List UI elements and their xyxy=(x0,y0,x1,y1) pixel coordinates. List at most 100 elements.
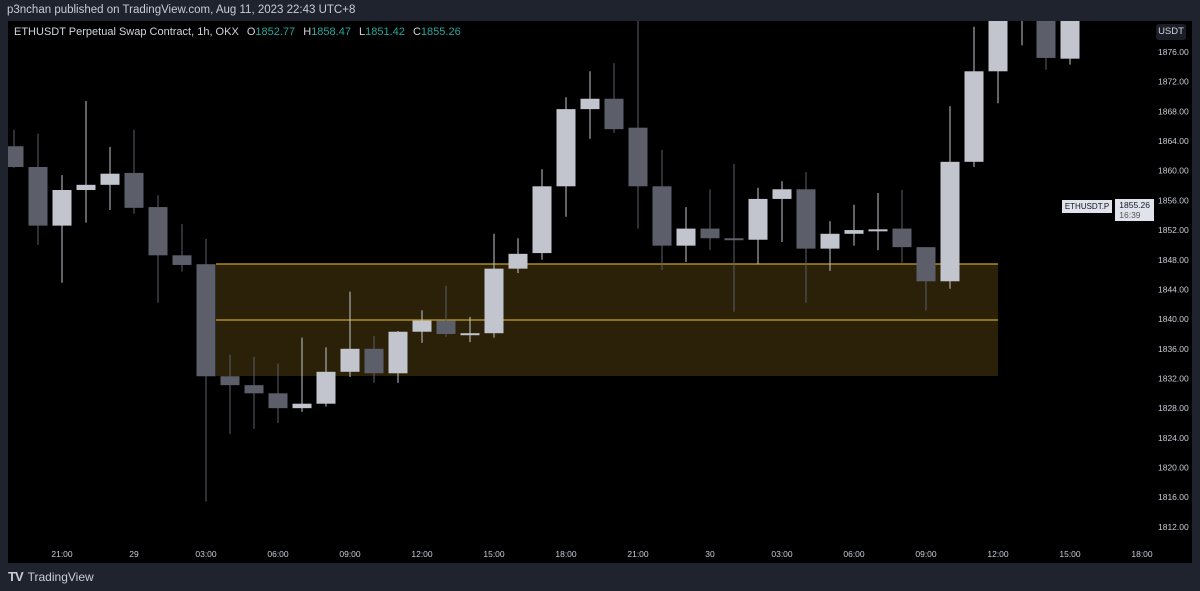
price-tick: 1864.00 xyxy=(1158,136,1189,146)
price-tick: 1816.00 xyxy=(1158,492,1189,502)
price-tick: 1844.00 xyxy=(1158,284,1189,294)
chart-panel[interactable]: 1876.00 1872.00 1868.00 1864.00 1860.00 1856.… xyxy=(8,21,1192,563)
candle xyxy=(148,195,168,303)
candle xyxy=(364,336,384,383)
candle-body xyxy=(652,186,672,246)
brand-name: TradingView xyxy=(27,569,94,584)
last-price-label: ETHUSDT.P 1855.26 16:39 xyxy=(1061,198,1154,221)
price-tick: 1840.00 xyxy=(1158,314,1189,324)
candle xyxy=(316,347,336,407)
high-value: 1858.47 xyxy=(311,26,351,38)
price-tick: 1856.00 xyxy=(1158,195,1189,205)
tradingview-footer[interactable]: TV TradingView xyxy=(8,569,94,584)
candle-body xyxy=(364,348,384,374)
time-axis[interactable]: 21:00 29 03:00 06:00 09:00 12:00 15:00 18:00 21:… xyxy=(51,549,1153,559)
currency-button[interactable]: USDT xyxy=(1156,24,1186,40)
candle xyxy=(196,238,216,502)
candle xyxy=(940,106,960,289)
candle-body xyxy=(820,233,840,249)
candle xyxy=(76,100,96,223)
candle-body xyxy=(700,228,720,239)
price-tick: 1852.00 xyxy=(1158,225,1189,235)
candle-body xyxy=(460,333,480,336)
candle-body xyxy=(916,247,936,282)
candle xyxy=(724,164,744,312)
price-axis[interactable]: 1876.00 1872.00 1868.00 1864.00 1860.00 1856.… xyxy=(1158,47,1189,532)
time-tick: 18:00 xyxy=(555,549,577,559)
candle xyxy=(916,247,936,311)
candle xyxy=(964,26,984,168)
time-tick: 30 xyxy=(705,549,715,559)
candle-body xyxy=(8,146,24,168)
candle-body xyxy=(52,190,72,226)
candle xyxy=(484,233,504,338)
support-zone[interactable] xyxy=(216,263,998,377)
open-label: O xyxy=(246,26,256,38)
candle-body xyxy=(196,264,216,377)
candle xyxy=(604,63,624,133)
time-tick: 29 xyxy=(129,549,139,559)
candlestick-chart[interactable]: 1876.00 1872.00 1868.00 1864.00 1860.00 1856.… xyxy=(8,21,1192,563)
candle xyxy=(844,204,864,246)
candle-body xyxy=(220,376,240,386)
candle xyxy=(652,149,672,271)
candle-body xyxy=(124,172,144,208)
candle xyxy=(1036,21,1056,70)
price-tick: 1872.00 xyxy=(1158,77,1189,87)
candle-body xyxy=(580,98,600,110)
candle-body xyxy=(964,71,984,162)
candle xyxy=(628,21,648,229)
candle-body xyxy=(988,21,1008,72)
time-tick: 15:00 xyxy=(483,549,505,559)
candle xyxy=(124,129,144,214)
time-tick: 09:00 xyxy=(339,549,361,559)
low-value: 1851.42 xyxy=(365,26,405,38)
candle xyxy=(796,172,816,303)
candle-body xyxy=(724,238,744,241)
candle-body xyxy=(796,189,816,249)
candle-body xyxy=(772,189,792,199)
candle-body xyxy=(244,385,264,394)
candle-body xyxy=(100,173,120,185)
candle-body xyxy=(388,331,408,374)
time-tick: 15:00 xyxy=(1059,549,1081,559)
candle xyxy=(868,192,888,251)
candle-body xyxy=(172,255,192,265)
time-tick: 06:00 xyxy=(843,549,865,559)
price-tick: 1836.00 xyxy=(1158,344,1189,354)
candle-body xyxy=(892,228,912,248)
time-tick: 09:00 xyxy=(915,549,937,559)
candle xyxy=(820,221,840,271)
candle-body xyxy=(268,393,288,409)
candle xyxy=(508,238,528,274)
time-tick: 21:00 xyxy=(627,549,649,559)
candle xyxy=(388,330,408,383)
time-tick: 21:00 xyxy=(51,549,73,559)
candle xyxy=(580,71,600,139)
low-label: L xyxy=(359,26,366,38)
close-label: C xyxy=(412,26,421,38)
candle xyxy=(1021,21,1023,46)
symbol-title[interactable]: ETHUSDT Perpetual Swap Contract, 1h, OKX xyxy=(14,26,239,38)
price-tick: 1812.00 xyxy=(1158,522,1189,532)
tradingview-logo-icon: TV xyxy=(8,569,24,584)
candle-body xyxy=(676,228,696,246)
candle xyxy=(100,146,120,211)
candle xyxy=(556,97,576,217)
candle xyxy=(532,169,552,260)
candle xyxy=(748,187,768,265)
candle xyxy=(412,310,432,343)
candle xyxy=(268,363,288,423)
candle-body xyxy=(940,161,960,282)
symbol-tag: ETHUSDT.P xyxy=(1061,199,1113,213)
candle-body xyxy=(1036,21,1056,58)
candle xyxy=(28,133,48,245)
time-tick: 06:00 xyxy=(267,549,289,559)
bar-countdown: 16:39 xyxy=(1119,209,1141,220)
price-tick: 1824.00 xyxy=(1158,433,1189,443)
candle xyxy=(892,190,912,263)
candle-body xyxy=(148,207,168,256)
time-tick: 12:00 xyxy=(411,549,433,559)
candle xyxy=(700,189,720,251)
candle-body xyxy=(628,127,648,187)
